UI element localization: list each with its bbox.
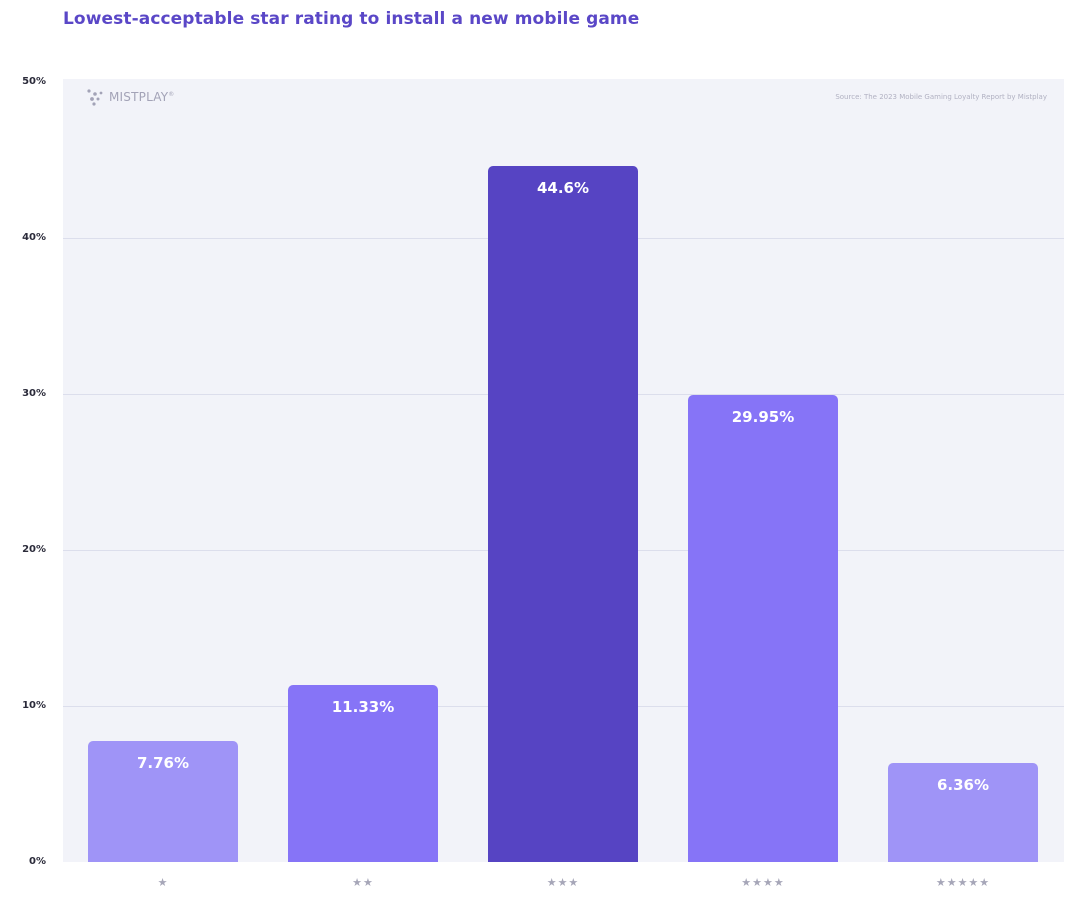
bar [888, 763, 1038, 862]
bar-value-label: 44.6% [536, 179, 590, 197]
source-note: Source: The 2023 Mobile Gaming Loyalty R… [835, 93, 1047, 101]
bar [88, 741, 238, 862]
chart-title: Lowest-acceptable star rating to install… [63, 9, 640, 29]
y-tick-label: 40% [22, 232, 46, 243]
logo: MISTPLAY® [86, 88, 174, 106]
x-tick-label: ★★★★★ [935, 876, 991, 889]
logo-text: MISTPLAY® [109, 90, 175, 104]
bar-value-label: 29.95% [731, 408, 795, 426]
bar-value-label: 11.33% [331, 698, 395, 716]
y-tick-label: 10% [22, 700, 46, 711]
x-tick-label: ★★★★ [741, 876, 785, 889]
bar [488, 166, 638, 862]
y-tick-label: 0% [29, 856, 46, 867]
bar [688, 395, 838, 862]
bar [288, 685, 438, 862]
x-tick-label: ★★★ [546, 876, 580, 889]
bar-value-label: 6.36% [936, 776, 990, 794]
x-tick-label: ★ [157, 876, 169, 889]
y-tick-label: 20% [22, 544, 46, 555]
y-tick-label: 50% [22, 76, 46, 87]
y-tick-label: 30% [22, 388, 46, 399]
bar-value-label: 7.76% [136, 754, 190, 772]
mistplay-logo-icon [87, 89, 103, 106]
x-tick-label: ★★ [352, 876, 374, 889]
